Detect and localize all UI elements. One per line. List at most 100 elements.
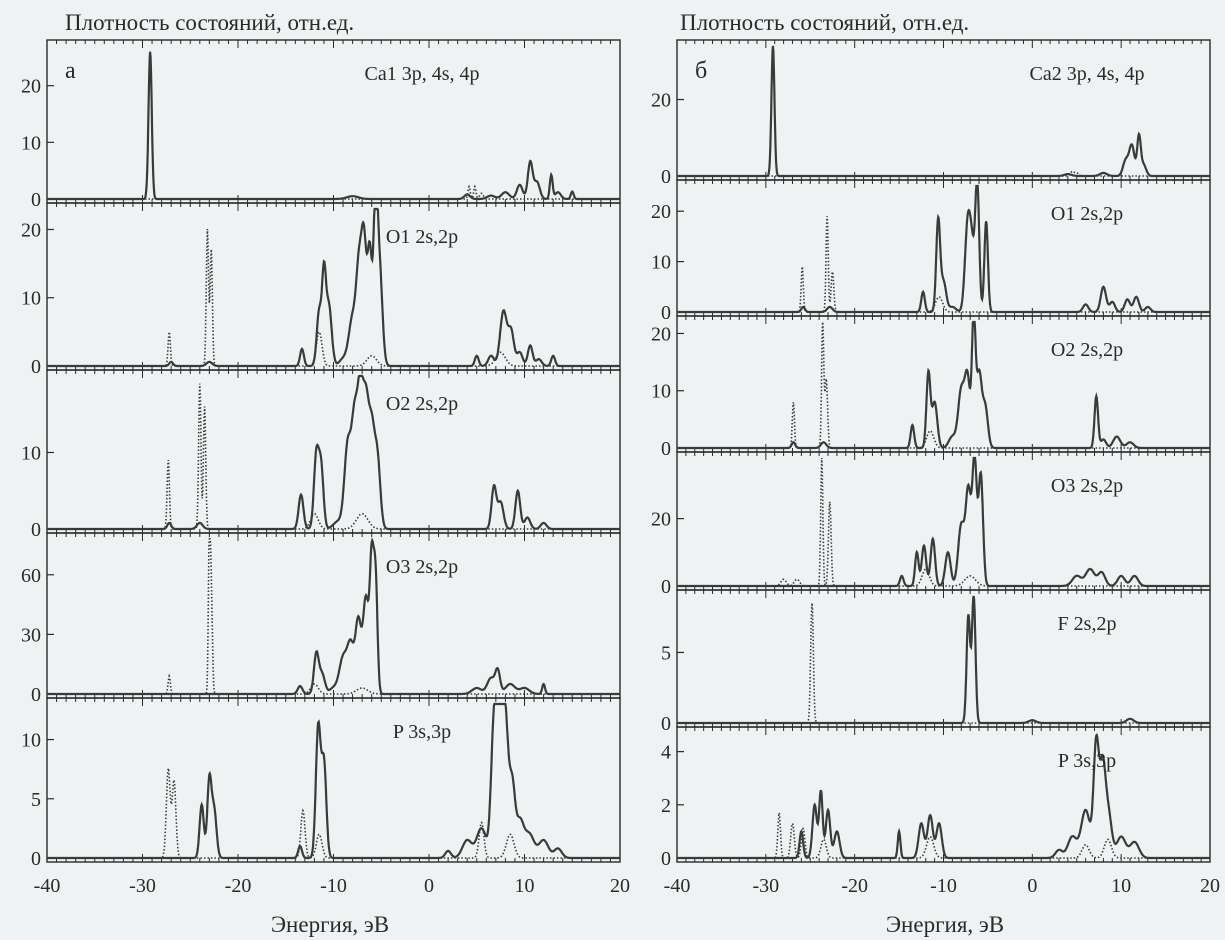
series-line-s: [677, 321, 1210, 449]
series-line-s: [677, 457, 1210, 587]
y-tick-label: 0: [661, 576, 671, 598]
series-line-total: [677, 184, 1210, 314]
x-tick-label: 0: [424, 875, 434, 897]
y-tick-label: 0: [661, 166, 671, 188]
series-line-total: [677, 320, 1210, 450]
column-a: а 0 10 20 Ca1 3p, 4s, 4p 0 10 20 O1 2s,2p 0 10 O2 2…: [21, 39, 630, 897]
series-line-total: [47, 537, 620, 696]
panel-0: 0 20 Ca2 3p, 4s, 4p: [651, 39, 1211, 188]
panel-2: 0 10 O2 2s,2p: [21, 369, 621, 541]
series-line-total: [677, 595, 1210, 725]
series-line-s: [47, 228, 620, 367]
y-tick-label: 10: [651, 381, 671, 403]
panel-3: 0 30 60 O3 2s,2p: [21, 532, 621, 706]
y-tick-label: 20: [21, 219, 41, 241]
column-label: б: [695, 58, 707, 84]
y-title-left: Плотность состояний, отн.ед.: [65, 10, 354, 35]
y-tick-label: 0: [661, 713, 671, 735]
y-tick-label: 0: [31, 519, 41, 541]
panel-label: Ca2 3p, 4s, 4p: [1030, 63, 1145, 85]
panel-label: O3 2s,2p: [386, 556, 458, 578]
series-line-s: [677, 812, 1210, 859]
panel-label: F 2s,2p: [1058, 613, 1117, 635]
panel-4: 0 5 F 2s,2p: [661, 589, 1211, 735]
panel-frame: [676, 179, 1211, 317]
panel-label: O1 2s,2p: [386, 226, 458, 248]
panel-frame: [46, 369, 621, 534]
series-line-total: [677, 456, 1210, 588]
panel-frame: [676, 726, 1211, 863]
series-line-total: [47, 207, 620, 368]
panel-1: 0 10 20 O1 2s,2p: [21, 202, 621, 378]
y-tick-label: 20: [651, 90, 671, 112]
y-tick-label: 0: [661, 438, 671, 460]
panel-label: O1 2s,2p: [1051, 203, 1123, 225]
panel-4: 0 5 10 P 3s,3p: [21, 697, 621, 870]
y-tick-label: 10: [21, 288, 41, 310]
y-tick-label: 5: [661, 642, 671, 664]
series-line-s: [677, 603, 1210, 724]
panel-3: 0 20 O3 2s,2p: [651, 451, 1211, 598]
y-tick-label: 30: [21, 624, 41, 646]
panel-1: 0 10 20 O1 2s,2p: [651, 179, 1211, 324]
x-title-left: Энергия, эВ: [271, 912, 389, 937]
y-tick-label: 20: [651, 509, 671, 531]
panel-frame: [676, 315, 1211, 453]
x-tick-label: -20: [841, 875, 868, 897]
series-line-total: [47, 51, 620, 201]
series-line-s: [677, 170, 1210, 177]
series-line-total: [47, 702, 620, 860]
x-tick-label: 0: [1027, 875, 1037, 897]
y-tick-label: 0: [661, 848, 671, 870]
panel-label: O3 2s,2p: [1051, 475, 1123, 497]
panel-frame: [46, 532, 621, 699]
series-line-s: [47, 538, 620, 695]
y-tick-label: 20: [651, 201, 671, 223]
x-tick-label: -10: [930, 875, 957, 897]
panel-2: 0 10 20 O2 2s,2p: [651, 315, 1211, 460]
y-tick-label: 20: [21, 76, 41, 98]
panel-label: O2 2s,2p: [1051, 339, 1123, 361]
y-tick-label: 60: [21, 565, 41, 587]
x-tick-label: 20: [1200, 875, 1220, 897]
panel-label: P 3s,3p: [393, 721, 451, 743]
y-tick-label: 10: [651, 252, 671, 274]
panel-label: Ca1 3p, 4s, 4p: [365, 63, 480, 85]
panel-label: O2 2s,2p: [386, 393, 458, 415]
x-tick-label: -30: [129, 875, 156, 897]
y-tick-label: 0: [31, 848, 41, 870]
series-line-total: [677, 732, 1210, 860]
x-tick-label: 10: [515, 875, 535, 897]
series-line-s: [677, 216, 1210, 313]
series-line-s: [47, 383, 620, 530]
y-tick-label: 20: [651, 323, 671, 345]
y-tick-label: 0: [31, 684, 41, 706]
y-tick-label: 5: [31, 789, 41, 811]
panel-frame: [46, 697, 621, 863]
x-tick-label: -20: [225, 875, 252, 897]
panel-frame: [676, 451, 1211, 591]
panel-frame: [676, 39, 1211, 181]
y-tick-label: 10: [21, 730, 41, 752]
series-line-s: [47, 768, 620, 859]
series-line-s: [47, 184, 620, 200]
y-tick-label: 2: [661, 795, 671, 817]
y-tick-label: 0: [661, 302, 671, 324]
column-label: а: [65, 58, 76, 84]
y-tick-label: 0: [31, 356, 41, 378]
x-tick-label: 10: [1111, 875, 1131, 897]
panel-label: P 3s,3p: [1058, 750, 1116, 772]
panel-5: 0 2 4 P 3s,3p: [661, 726, 1211, 870]
y-tick-label: 4: [661, 742, 671, 764]
panel-0: 0 10 20 Ca1 3p, 4s, 4p: [21, 39, 621, 211]
y-tick-label: 10: [21, 132, 41, 154]
panel-frame: [676, 589, 1211, 728]
x-tick-label: -40: [664, 875, 691, 897]
x-tick-label: 20: [610, 875, 630, 897]
y-tick-label: 0: [31, 189, 41, 211]
series-line-total: [47, 374, 620, 531]
x-tick-label: -10: [320, 875, 347, 897]
